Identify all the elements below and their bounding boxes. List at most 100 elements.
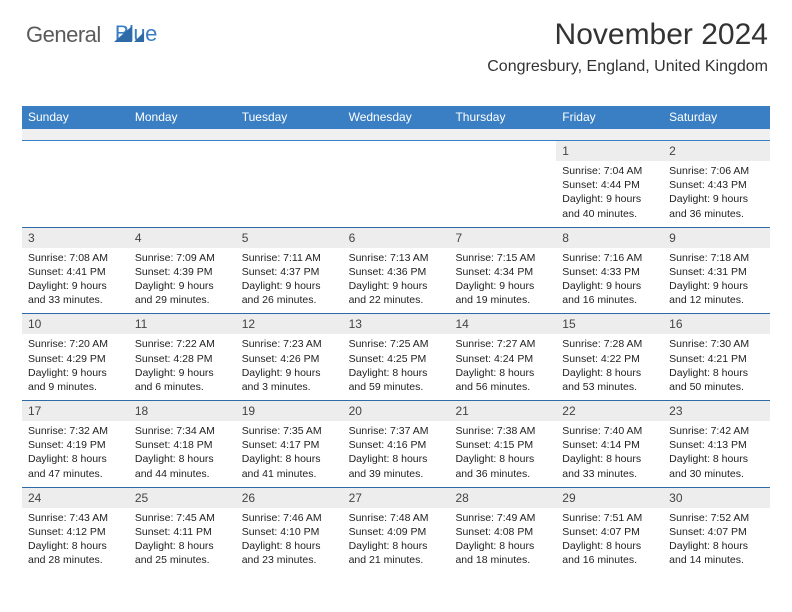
day-details: Sunrise: 7:32 AMSunset: 4:19 PMDaylight:… — [22, 421, 129, 487]
sunrise-text: Sunrise: 7:16 AM — [562, 251, 657, 265]
day-cell: 7Sunrise: 7:15 AMSunset: 4:34 PMDaylight… — [449, 227, 556, 314]
weekday-header: Friday — [556, 106, 663, 129]
weekday-header: Thursday — [449, 106, 556, 129]
sunrise-text: Sunrise: 7:15 AM — [455, 251, 550, 265]
day-number: 27 — [343, 487, 450, 508]
sunrise-text: Sunrise: 7:35 AM — [242, 424, 337, 438]
logo-text-general: General — [26, 22, 101, 48]
day-details — [343, 161, 450, 170]
sunrise-text: Sunrise: 7:42 AM — [669, 424, 764, 438]
daylight-text: Daylight: 8 hours and 16 minutes. — [562, 539, 657, 567]
day-details: Sunrise: 7:49 AMSunset: 4:08 PMDaylight:… — [449, 508, 556, 574]
day-number: 24 — [22, 487, 129, 508]
sunrise-text: Sunrise: 7:51 AM — [562, 511, 657, 525]
sunrise-text: Sunrise: 7:06 AM — [669, 164, 764, 178]
day-details: Sunrise: 7:51 AMSunset: 4:07 PMDaylight:… — [556, 508, 663, 574]
sunrise-text: Sunrise: 7:38 AM — [455, 424, 550, 438]
day-cell: 26Sunrise: 7:46 AMSunset: 4:10 PMDayligh… — [236, 487, 343, 574]
day-details: Sunrise: 7:52 AMSunset: 4:07 PMDaylight:… — [663, 508, 770, 574]
sunset-text: Sunset: 4:14 PM — [562, 438, 657, 452]
daylight-text: Daylight: 8 hours and 18 minutes. — [455, 539, 550, 567]
daylight-text: Daylight: 8 hours and 50 minutes. — [669, 366, 764, 394]
sunrise-text: Sunrise: 7:11 AM — [242, 251, 337, 265]
sunset-text: Sunset: 4:36 PM — [349, 265, 444, 279]
sunrise-text: Sunrise: 7:32 AM — [28, 424, 123, 438]
sunset-text: Sunset: 4:08 PM — [455, 525, 550, 539]
daylight-text: Daylight: 8 hours and 14 minutes. — [669, 539, 764, 567]
day-details: Sunrise: 7:35 AMSunset: 4:17 PMDaylight:… — [236, 421, 343, 487]
weekday-header-row: Sunday Monday Tuesday Wednesday Thursday… — [22, 106, 770, 129]
day-cell: 6Sunrise: 7:13 AMSunset: 4:36 PMDaylight… — [343, 227, 450, 314]
sunset-text: Sunset: 4:24 PM — [455, 352, 550, 366]
day-cell — [22, 141, 129, 227]
day-cell: 4Sunrise: 7:09 AMSunset: 4:39 PMDaylight… — [129, 227, 236, 314]
day-details: Sunrise: 7:16 AMSunset: 4:33 PMDaylight:… — [556, 248, 663, 314]
daylight-text: Daylight: 9 hours and 3 minutes. — [242, 366, 337, 394]
title-area: November 2024 Congresbury, England, Unit… — [487, 18, 768, 76]
sunset-text: Sunset: 4:44 PM — [562, 178, 657, 192]
sunrise-text: Sunrise: 7:08 AM — [28, 251, 123, 265]
day-cell: 12Sunrise: 7:23 AMSunset: 4:26 PMDayligh… — [236, 313, 343, 400]
day-details: Sunrise: 7:38 AMSunset: 4:15 PMDaylight:… — [449, 421, 556, 487]
header-spacer — [22, 129, 770, 141]
day-cell: 14Sunrise: 7:27 AMSunset: 4:24 PMDayligh… — [449, 313, 556, 400]
daylight-text: Daylight: 9 hours and 29 minutes. — [135, 279, 230, 307]
day-cell: 1Sunrise: 7:04 AMSunset: 4:44 PMDaylight… — [556, 141, 663, 227]
sunset-text: Sunset: 4:33 PM — [562, 265, 657, 279]
daylight-text: Daylight: 9 hours and 12 minutes. — [669, 279, 764, 307]
day-cell: 27Sunrise: 7:48 AMSunset: 4:09 PMDayligh… — [343, 487, 450, 574]
day-details — [129, 161, 236, 170]
sunrise-text: Sunrise: 7:40 AM — [562, 424, 657, 438]
week-row: 10Sunrise: 7:20 AMSunset: 4:29 PMDayligh… — [22, 313, 770, 400]
sunrise-text: Sunrise: 7:20 AM — [28, 337, 123, 351]
day-cell: 16Sunrise: 7:30 AMSunset: 4:21 PMDayligh… — [663, 313, 770, 400]
day-cell: 25Sunrise: 7:45 AMSunset: 4:11 PMDayligh… — [129, 487, 236, 574]
sunrise-text: Sunrise: 7:46 AM — [242, 511, 337, 525]
sunrise-text: Sunrise: 7:34 AM — [135, 424, 230, 438]
sunrise-text: Sunrise: 7:45 AM — [135, 511, 230, 525]
day-cell: 23Sunrise: 7:42 AMSunset: 4:13 PMDayligh… — [663, 400, 770, 487]
day-details: Sunrise: 7:20 AMSunset: 4:29 PMDaylight:… — [22, 334, 129, 400]
week-row: 24Sunrise: 7:43 AMSunset: 4:12 PMDayligh… — [22, 487, 770, 574]
sunset-text: Sunset: 4:31 PM — [669, 265, 764, 279]
daylight-text: Daylight: 8 hours and 30 minutes. — [669, 452, 764, 480]
day-details: Sunrise: 7:04 AMSunset: 4:44 PMDaylight:… — [556, 161, 663, 227]
day-number: 25 — [129, 487, 236, 508]
sunset-text: Sunset: 4:18 PM — [135, 438, 230, 452]
logo-mark-icon — [114, 26, 144, 46]
sunset-text: Sunset: 4:39 PM — [135, 265, 230, 279]
sunrise-text: Sunrise: 7:04 AM — [562, 164, 657, 178]
day-number: 20 — [343, 400, 450, 421]
day-number: 9 — [663, 227, 770, 248]
sunset-text: Sunset: 4:37 PM — [242, 265, 337, 279]
daylight-text: Daylight: 8 hours and 59 minutes. — [349, 366, 444, 394]
daylight-text: Daylight: 9 hours and 6 minutes. — [135, 366, 230, 394]
week-row: 1Sunrise: 7:04 AMSunset: 4:44 PMDaylight… — [22, 141, 770, 227]
sunset-text: Sunset: 4:15 PM — [455, 438, 550, 452]
day-cell: 8Sunrise: 7:16 AMSunset: 4:33 PMDaylight… — [556, 227, 663, 314]
day-details: Sunrise: 7:13 AMSunset: 4:36 PMDaylight:… — [343, 248, 450, 314]
day-details: Sunrise: 7:43 AMSunset: 4:12 PMDaylight:… — [22, 508, 129, 574]
daylight-text: Daylight: 9 hours and 16 minutes. — [562, 279, 657, 307]
daylight-text: Daylight: 8 hours and 44 minutes. — [135, 452, 230, 480]
day-number: 3 — [22, 227, 129, 248]
daylight-text: Daylight: 8 hours and 36 minutes. — [455, 452, 550, 480]
day-number: 1 — [556, 141, 663, 161]
daylight-text: Daylight: 9 hours and 9 minutes. — [28, 366, 123, 394]
day-number: 11 — [129, 313, 236, 334]
day-number: 5 — [236, 227, 343, 248]
daylight-text: Daylight: 8 hours and 56 minutes. — [455, 366, 550, 394]
day-details: Sunrise: 7:37 AMSunset: 4:16 PMDaylight:… — [343, 421, 450, 487]
daylight-text: Daylight: 9 hours and 22 minutes. — [349, 279, 444, 307]
day-cell: 28Sunrise: 7:49 AMSunset: 4:08 PMDayligh… — [449, 487, 556, 574]
day-number: 30 — [663, 487, 770, 508]
sunset-text: Sunset: 4:16 PM — [349, 438, 444, 452]
sunrise-text: Sunrise: 7:13 AM — [349, 251, 444, 265]
sunset-text: Sunset: 4:11 PM — [135, 525, 230, 539]
day-details: Sunrise: 7:28 AMSunset: 4:22 PMDaylight:… — [556, 334, 663, 400]
day-cell: 20Sunrise: 7:37 AMSunset: 4:16 PMDayligh… — [343, 400, 450, 487]
sunset-text: Sunset: 4:28 PM — [135, 352, 230, 366]
day-number: 28 — [449, 487, 556, 508]
daylight-text: Daylight: 8 hours and 23 minutes. — [242, 539, 337, 567]
day-details — [449, 161, 556, 170]
